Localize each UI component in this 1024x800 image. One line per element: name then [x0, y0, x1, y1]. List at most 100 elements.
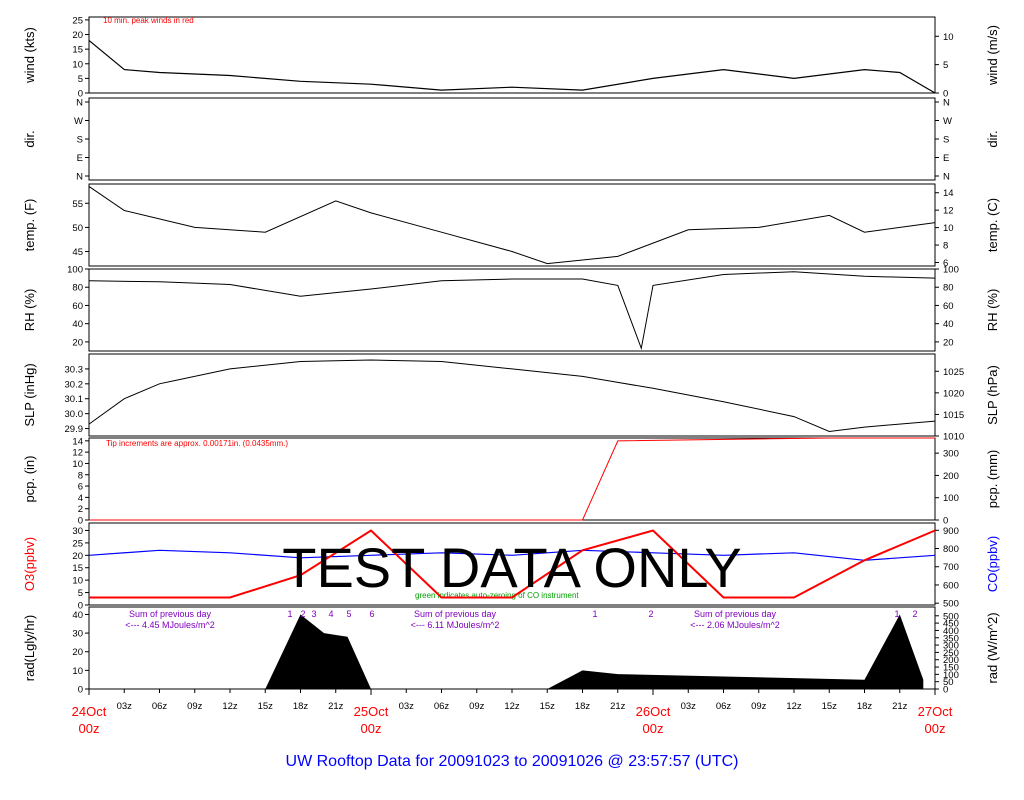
wind-left-tick-label: 20 [72, 30, 83, 41]
rh-series-line [88, 271, 936, 351]
hour-label: 09z [469, 701, 485, 712]
day-hour-label: 00z [79, 721, 100, 736]
temp-right-tick-label: 12 [943, 206, 954, 217]
hour-label: 12z [504, 701, 520, 712]
rh-panel-frame [88, 268, 936, 352]
pcp-left-tick-label: 4 [78, 493, 83, 504]
slp-right-label: SLP (hPa) [985, 365, 1000, 425]
rad-marker-label: 1 [592, 609, 597, 619]
rad-left-tick-label: 20 [72, 647, 83, 658]
wind-series-line [88, 39, 936, 94]
slp-left-tick-label: 30.3 [65, 364, 84, 375]
rad-panel-frame [88, 606, 936, 690]
o3-series-line [89, 529, 936, 599]
x-axis: 03z 06z 09z 12z 15z 18z 21z 03z 06z 09z 12z 15z 18z 2… [72, 689, 953, 736]
o3-panel-frame [88, 522, 936, 606]
hour-label: 06z [716, 701, 732, 712]
dir-left-tick-label: N [76, 172, 83, 183]
pcp-left-tick-label: 12 [72, 448, 83, 459]
hour-label: 15z [258, 701, 274, 712]
pcp-right-label: pcp. (mm) [985, 450, 1000, 509]
dir-panel-frame [88, 97, 936, 181]
temp-series-line [88, 185, 936, 265]
co-right-label: CO(ppbv) [985, 536, 1000, 592]
pcp-right-tick-label: 0 [943, 516, 948, 527]
o3-left-label: O3(ppbv) [22, 537, 37, 591]
co-zero-note: green indicates auto-zeroing of CO instr… [415, 591, 579, 600]
temp-right-tick-label: 8 [943, 241, 948, 252]
o3-left-tick-label: 15 [72, 563, 83, 574]
rad-sum-value: <--- 4.45 MJoules/m^2 [125, 620, 215, 630]
hour-label: 12z [222, 701, 238, 712]
rh-right-tick-label: 80 [943, 283, 954, 294]
rh-left-tick-label: 40 [72, 319, 83, 330]
dir-right-tick-label: E [943, 153, 949, 164]
hour-label: 15z [822, 701, 838, 712]
rad-marker-label: 1 [894, 609, 899, 619]
pcp-right-tick-label: 300 [943, 449, 959, 460]
slp-right-tick-label: 1020 [943, 388, 964, 399]
o3-left-tick-label: 10 [72, 576, 83, 587]
temp-right-tick-label: 6 [943, 258, 948, 269]
slp-left-tick-label: 29.9 [65, 424, 84, 435]
rad-right-tick-label: 100 [943, 670, 959, 681]
rad-marker-label: 2 [648, 609, 653, 619]
rh-left-tick-label: 100 [67, 265, 83, 276]
hour-label: 03z [117, 701, 133, 712]
rad-right-tick-label: 450 [943, 619, 959, 630]
pcp-left-tick-label: 8 [78, 470, 83, 481]
slp-series-line [88, 359, 936, 433]
hour-label: 06z [152, 701, 168, 712]
pcp-panel-frame [88, 437, 936, 521]
wind-note: 10 min. peak winds in red [103, 16, 194, 25]
rh-left-tick-label: 60 [72, 301, 83, 312]
dir-right-tick-label: N [943, 172, 950, 183]
wind-right-tick-label: 10 [943, 32, 954, 43]
rh-right-tick-label: 100 [943, 265, 959, 276]
hour-label: 21z [892, 701, 908, 712]
rad-marker-label: 2 [912, 609, 917, 619]
hour-label: 09z [187, 701, 203, 712]
rad-left-tick-label: 30 [72, 629, 83, 640]
day-label: 26Oct [636, 704, 671, 719]
tick-labels: 25201510501050NWSENNWSEN5550451412108610… [65, 15, 965, 695]
slp-left-tick-label: 30.1 [65, 394, 84, 405]
rad-right-tick-label: 200 [943, 655, 959, 666]
temp-left-label: temp. (F) [22, 199, 37, 252]
rad-right-tick-label: 0 [943, 685, 948, 696]
hour-label: 15z [540, 701, 556, 712]
wind-left-tick-label: 0 [78, 89, 83, 100]
o3-left-tick-label: 20 [72, 551, 83, 562]
dir-left-tick-label: W [74, 116, 83, 127]
pcp-right-tick-label: 100 [943, 493, 959, 504]
wind-panel-frame [88, 16, 936, 94]
hour-label: 18z [857, 701, 873, 712]
temp-left-tick-label: 50 [72, 223, 83, 234]
day-label: 25Oct [354, 704, 389, 719]
hour-label: 12z [786, 701, 802, 712]
wind-left-tick-label: 15 [72, 45, 83, 56]
rh-right-tick-label: 20 [943, 337, 954, 348]
rad-marker-label: 2 [300, 609, 305, 619]
wind-left-tick-label: 5 [78, 74, 83, 85]
hour-label: 03z [399, 701, 415, 712]
rad-right-label: rad (W/m^2) [985, 612, 1000, 683]
data-marks: Sum of previous day<--- 4.45 MJoules/m^2… [88, 39, 936, 689]
rad-marker-label: 4 [328, 609, 333, 619]
slp-right-tick-label: 1025 [943, 367, 964, 378]
co-series-line [88, 549, 936, 561]
o3-left-tick-label: 0 [78, 601, 83, 612]
temp-left-tick-label: 45 [72, 247, 83, 258]
dir-left-tick-label: N [76, 98, 83, 109]
rad-marker-label: 6 [369, 609, 374, 619]
o3-right-tick-label: 800 [943, 544, 959, 555]
plot-title: UW Rooftop Data for 20091023 to 20091026… [286, 753, 739, 770]
rad-right-tick-label: 250 [943, 648, 959, 659]
hour-label: 18z [575, 701, 591, 712]
pcp-note: Tip increments are approx. 0.00171in. (0… [106, 439, 288, 448]
rad-right-tick-label: 50 [943, 677, 954, 688]
day-hour-label: 00z [361, 721, 382, 736]
pcp-left-tick-label: 6 [78, 482, 83, 493]
dir-right-label: dir. [985, 130, 1000, 147]
rad-left-tick-label: 40 [72, 610, 83, 621]
